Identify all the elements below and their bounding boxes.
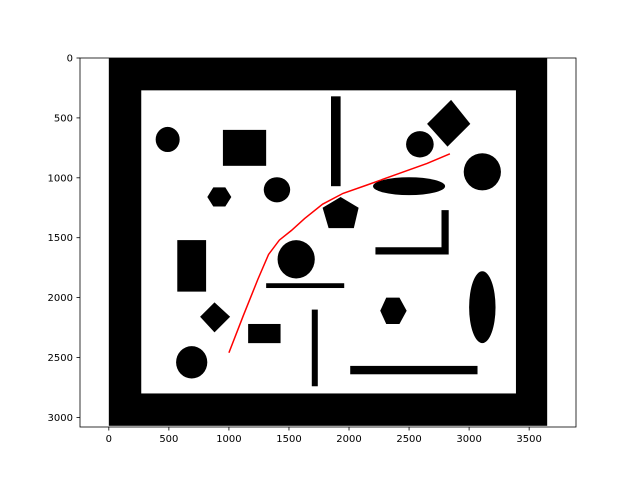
obstacle-7 <box>207 187 232 207</box>
obstacle-8 <box>263 177 291 203</box>
x-tick-label: 3500 <box>516 434 541 445</box>
plot-area <box>79 57 577 428</box>
obstacle-9 <box>322 196 359 229</box>
obstacle-1 <box>155 126 180 153</box>
obstacles <box>155 96 501 387</box>
obstacle-14 <box>266 283 345 289</box>
obstacle-12 <box>177 240 207 292</box>
y-tick-label: 500 <box>54 113 73 124</box>
x-axis: 0 500 1000 1500 2000 2500 3000 3500 <box>106 427 542 445</box>
x-tick-label: 2000 <box>336 434 361 445</box>
obstacle-13 <box>277 240 315 279</box>
obstacle-6 <box>463 153 501 191</box>
y-tick-label: 1500 <box>48 233 73 244</box>
plot-frame <box>79 57 577 428</box>
obstacle-20 <box>176 346 208 379</box>
y-tick-label: 2000 <box>48 293 73 304</box>
obstacle-17 <box>200 302 231 333</box>
x-tick-label: 2500 <box>396 434 421 445</box>
y-tick-label: 1000 <box>48 173 73 184</box>
obstacle-11 <box>375 210 449 255</box>
x-tick-label: 3000 <box>456 434 481 445</box>
x-tick-label: 1500 <box>276 434 301 445</box>
y-tick-label: 3000 <box>48 413 73 424</box>
obstacle-10 <box>373 177 446 196</box>
y-tick-label: 0 <box>67 54 73 65</box>
y-tick-label: 2500 <box>48 353 73 364</box>
obstacle-5 <box>427 99 471 147</box>
obstacle-16 <box>469 271 496 344</box>
y-axis: 0 500 1000 1500 2000 2500 3000 <box>48 54 80 424</box>
obstacle-18 <box>248 323 281 344</box>
obstacle-19 <box>311 309 318 387</box>
occupancy-map <box>108 58 548 426</box>
obstacle-3 <box>331 96 341 187</box>
obstacle-2 <box>222 129 267 166</box>
x-tick-label: 0 <box>106 434 112 445</box>
obstacle-21 <box>350 365 478 375</box>
x-tick-label: 1000 <box>216 434 241 445</box>
obstacle-4 <box>406 131 434 158</box>
obstacle-15 <box>380 297 407 324</box>
planned-path-line <box>228 153 451 353</box>
x-tick-label: 500 <box>159 434 178 445</box>
